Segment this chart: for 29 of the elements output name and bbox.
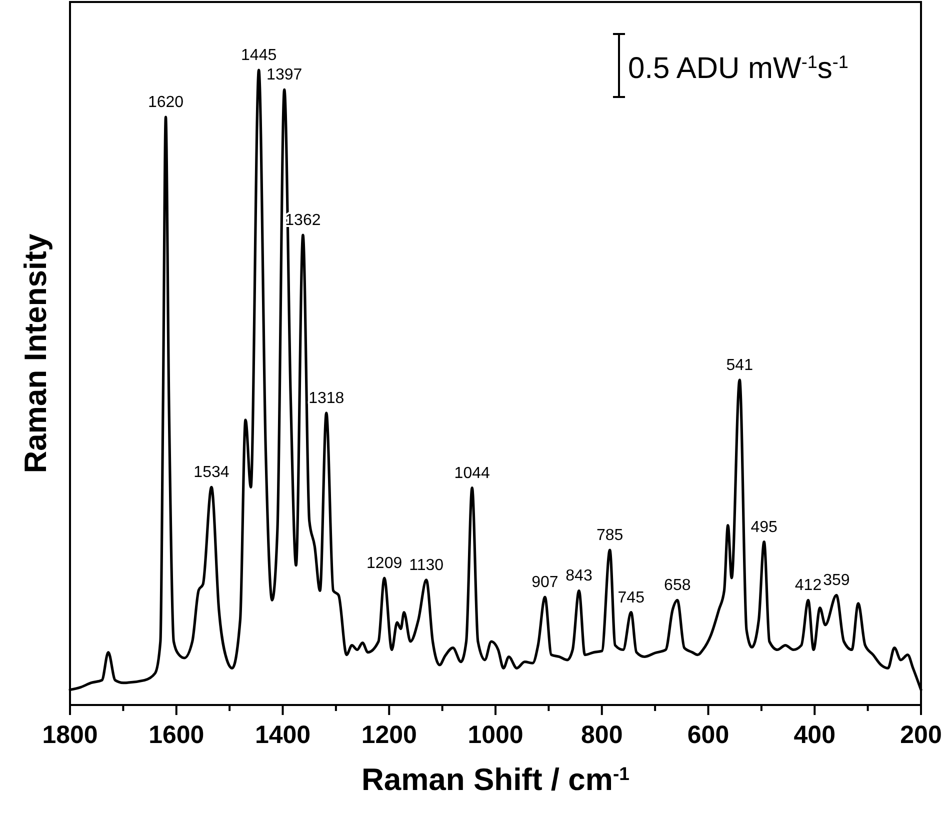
annotation: 1620 bbox=[148, 94, 184, 111]
annotation: 843 bbox=[566, 568, 592, 585]
x-tick-label: 1200 bbox=[361, 721, 417, 749]
annotation: 1044 bbox=[454, 464, 490, 482]
x-tick-label: 800 bbox=[581, 721, 623, 749]
x-tick-label: 600 bbox=[687, 721, 730, 749]
x-tick-label: 1400 bbox=[254, 721, 311, 749]
annotation: 1445 bbox=[241, 47, 277, 64]
annotation: 541 bbox=[726, 356, 754, 374]
annotation: 495 bbox=[750, 518, 778, 536]
annotation: 412 bbox=[794, 577, 822, 594]
y-axis-title: Raman Intensity bbox=[18, 233, 53, 474]
annotation: 785 bbox=[596, 527, 624, 544]
annotation: 745 bbox=[618, 589, 645, 606]
annotation: 1397 bbox=[266, 66, 302, 84]
x-tick-label: 1600 bbox=[148, 721, 204, 749]
annotation: 658 bbox=[664, 577, 691, 594]
annotation: 359 bbox=[823, 572, 850, 590]
x-tick-label: 1000 bbox=[468, 721, 524, 749]
annotation: 1318 bbox=[308, 390, 344, 407]
annotation: 1534 bbox=[194, 464, 230, 482]
x-tick-label: 1800 bbox=[42, 721, 98, 749]
annotation: 907 bbox=[532, 574, 558, 592]
annotation: 0.5 ADU mW$^{-1}$s$^{-1}$ bbox=[628, 52, 848, 85]
x-axis-title: Raman Shift / cm$^{-1}$ bbox=[361, 762, 630, 797]
annotation: 1209 bbox=[366, 555, 402, 572]
annotation: 1130 bbox=[409, 556, 444, 574]
x-tick-label: 400 bbox=[794, 721, 836, 749]
x-tick-label: 200 bbox=[900, 721, 942, 749]
